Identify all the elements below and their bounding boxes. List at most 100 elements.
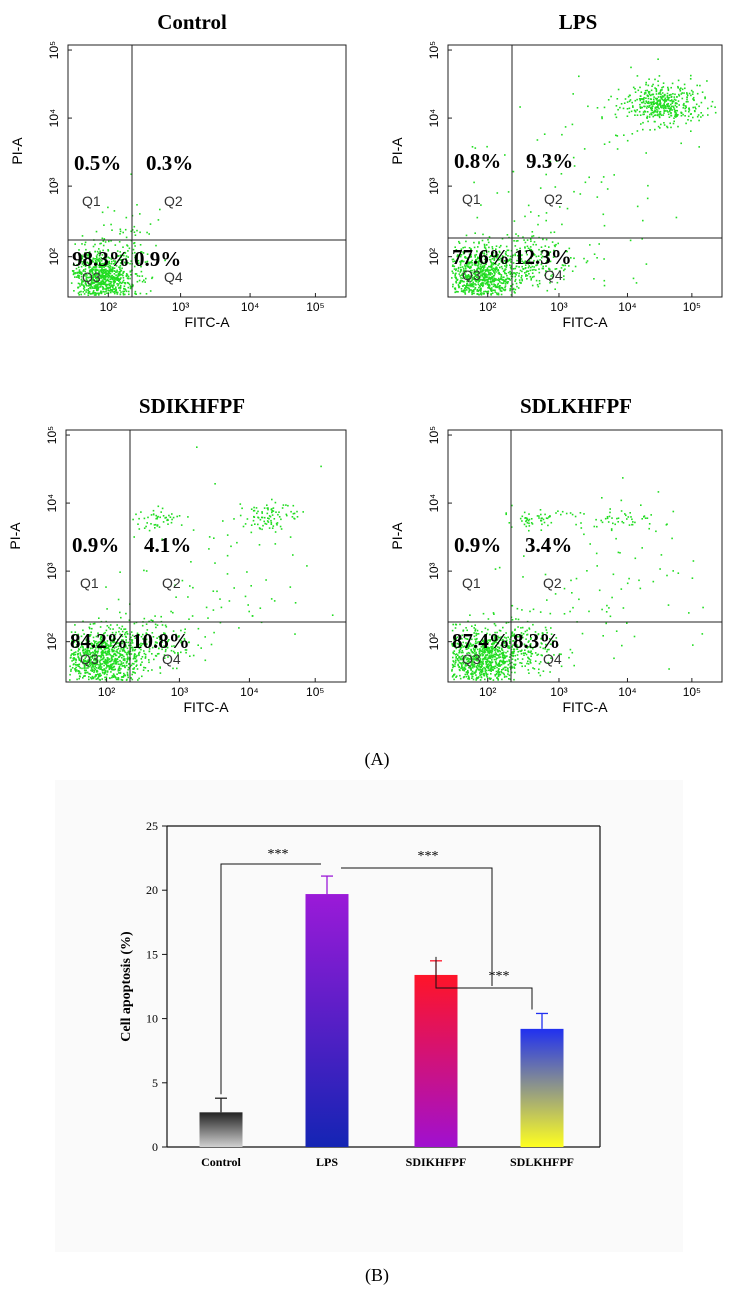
event-dot (647, 100, 650, 103)
event-dot (110, 268, 113, 271)
event-dot (555, 243, 557, 246)
panel-a-label: (A) (365, 749, 390, 770)
event-dot (493, 279, 496, 282)
event-dot (680, 93, 683, 95)
event-dot (101, 644, 103, 646)
event-dot (110, 281, 113, 283)
event-dot (122, 659, 125, 661)
event-dot (116, 651, 118, 653)
event-dot (673, 108, 676, 110)
event-dot (91, 675, 94, 678)
event-dot (642, 100, 645, 103)
event-dot (561, 133, 563, 136)
event-dot (478, 650, 481, 653)
event-dot (488, 256, 491, 258)
event-dot (164, 624, 167, 627)
event-dot (456, 260, 458, 262)
event-dot (71, 660, 73, 662)
event-dot (107, 279, 110, 282)
event-dot (130, 664, 133, 667)
event-dot (507, 636, 509, 639)
event-dot (477, 279, 480, 281)
event-dot (530, 266, 532, 269)
event-dot (519, 269, 522, 272)
event-dot (103, 656, 105, 659)
event-dot (601, 521, 604, 524)
event-dot (472, 283, 475, 285)
event-dot (617, 108, 619, 111)
event-dot (452, 285, 454, 288)
event-dot (116, 658, 119, 660)
event-dot (466, 638, 469, 640)
event-dot (639, 114, 642, 116)
event-dot (636, 130, 639, 132)
event-dot (648, 106, 650, 108)
event-dot (484, 669, 487, 671)
event-dot (451, 265, 454, 267)
event-dot (558, 270, 561, 272)
event-dot (111, 284, 113, 287)
event-dot (148, 648, 151, 650)
event-dot (262, 524, 264, 527)
event-dot (124, 631, 127, 634)
event-dot (634, 557, 637, 560)
event-dot (112, 288, 115, 290)
event-dot (568, 247, 571, 250)
event-dot (583, 257, 585, 260)
event-dot (608, 141, 611, 143)
event-dot (455, 676, 457, 678)
event-dot (83, 286, 86, 289)
quadrant-q2-label: Q2 (164, 193, 183, 209)
event-dot (683, 83, 686, 86)
event-dot (488, 650, 491, 653)
event-dot (483, 644, 486, 646)
event-dot (92, 274, 95, 277)
event-dot (483, 272, 486, 274)
event-dot (74, 661, 77, 664)
event-dot (470, 643, 472, 645)
event-dot (462, 251, 464, 253)
event-dot (454, 665, 456, 668)
event-dot (72, 657, 74, 660)
event-dot (96, 273, 98, 276)
event-dot (554, 268, 557, 270)
event-dot (123, 285, 126, 287)
event-dot (115, 286, 117, 289)
event-dot (545, 270, 548, 273)
event-dot (671, 99, 673, 102)
event-dot (104, 678, 107, 681)
event-dot (189, 585, 191, 587)
event-dot (134, 256, 136, 259)
event-dot (525, 275, 527, 277)
event-dot (493, 283, 495, 285)
event-dot (134, 290, 137, 293)
event-dot (86, 650, 88, 652)
event-dot (145, 633, 148, 636)
event-dot (105, 644, 108, 646)
event-dot (502, 652, 505, 655)
event-dot (180, 641, 182, 644)
event-dot (468, 278, 471, 280)
event-dot (103, 668, 105, 670)
event-dot (464, 246, 466, 249)
event-dot (595, 518, 597, 521)
event-dot (585, 261, 588, 264)
event-dot (123, 254, 125, 257)
event-dot (483, 274, 486, 277)
event-dot (684, 87, 686, 90)
event-dot (92, 245, 95, 248)
event-dot (632, 106, 634, 108)
event-dot (514, 288, 517, 291)
event-dot (675, 116, 677, 118)
event-dot (151, 646, 154, 649)
event-dot (483, 252, 486, 255)
event-dot (508, 678, 510, 680)
event-dot (669, 110, 671, 112)
event-dot (570, 257, 572, 259)
event-dot (155, 514, 157, 517)
event-dot (572, 93, 574, 95)
event-dot (113, 273, 116, 275)
event-dot (666, 98, 668, 101)
event-dot (488, 669, 490, 671)
